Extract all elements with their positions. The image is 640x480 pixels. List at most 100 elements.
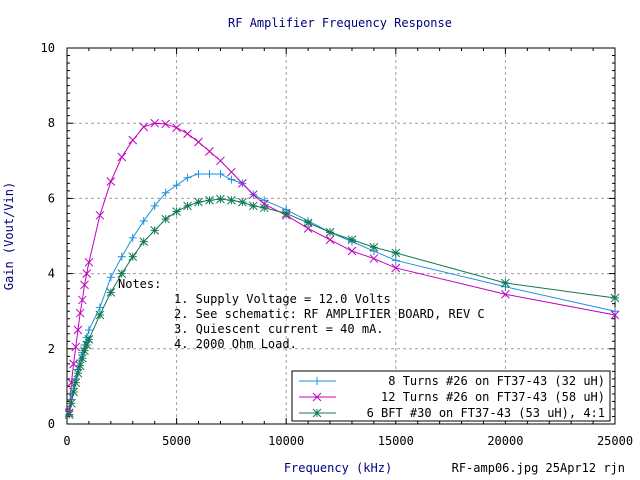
legend: 8 Turns #26 on FT37-43 (32 uH) 12 Turns … — [291, 370, 611, 422]
series-line — [68, 198, 616, 415]
chart-title: RF Amplifier Frequency Response — [228, 16, 452, 30]
data-point — [117, 152, 127, 162]
data-point — [391, 248, 401, 258]
y-axis-label: Gain (Vout/Vin) — [2, 182, 16, 290]
data-point — [238, 179, 247, 188]
data-point — [325, 227, 335, 237]
data-point — [106, 273, 115, 282]
data-point — [183, 201, 192, 211]
data-point — [161, 188, 170, 197]
y-tick-label: 4 — [48, 267, 55, 281]
data-point — [77, 353, 87, 363]
legend-label-3: 6 BFT #30 on FT37-43 (53 uH), 4:1 — [367, 406, 605, 420]
data-point — [80, 280, 89, 290]
data-point — [227, 167, 236, 177]
data-point — [610, 293, 620, 303]
data-point — [369, 242, 379, 252]
note-line-3: 3. Quiescent current = 40 mA. — [174, 322, 384, 336]
x-tick-label: 5000 — [162, 434, 191, 448]
notes-heading: Notes: — [118, 277, 161, 291]
series-3 — [64, 194, 620, 419]
series-2 — [64, 118, 620, 418]
data-point — [139, 216, 148, 225]
data-point — [73, 325, 83, 335]
data-point — [67, 378, 76, 387]
x-tick-label: 20000 — [487, 434, 523, 448]
data-point — [216, 156, 225, 166]
notes-block: Notes: 1. Supply Voltage = 12.0 Volts 2.… — [118, 277, 485, 351]
data-point — [75, 308, 85, 318]
y-tick-labels: 0 2 4 6 8 10 — [41, 41, 55, 431]
data-point — [161, 119, 170, 129]
y-tick-label: 10 — [41, 41, 55, 55]
data-point — [281, 209, 291, 218]
data-point — [205, 169, 214, 178]
x-axis-label: Frequency (kHz) — [284, 461, 392, 475]
data-point — [139, 237, 149, 246]
data-point — [227, 175, 236, 184]
data-point — [84, 257, 94, 267]
data-point — [194, 169, 203, 178]
data-point — [82, 269, 92, 278]
data-point — [64, 410, 74, 419]
data-point — [610, 310, 620, 320]
data-point — [117, 252, 126, 261]
data-point — [84, 335, 94, 344]
legend-swatch-3 — [299, 408, 336, 418]
data-point — [347, 246, 357, 256]
data-point — [369, 254, 379, 263]
data-point — [194, 197, 203, 207]
data-point — [95, 210, 105, 220]
data-point — [216, 169, 225, 178]
data-point — [128, 135, 138, 145]
data-point — [71, 342, 81, 352]
data-point — [325, 235, 335, 245]
y-tick-label: 2 — [48, 342, 55, 356]
data-point — [172, 181, 181, 190]
data-point — [227, 195, 236, 205]
data-point — [117, 269, 127, 278]
data-point — [205, 147, 214, 156]
x-tick-label: 25000 — [597, 434, 633, 448]
legend-label-1: 8 Turns #26 on FT37-43 (32 uH) — [388, 374, 605, 388]
legend-swatch-2 — [299, 392, 336, 402]
note-line-1: 1. Supply Voltage = 12.0 Volts — [174, 292, 391, 306]
data-point — [238, 197, 247, 207]
data-point — [183, 129, 192, 139]
data-point — [150, 201, 159, 210]
data-point — [172, 207, 181, 216]
x-tick-label: 15000 — [378, 434, 414, 448]
data-point — [128, 233, 137, 242]
data-point — [259, 203, 269, 213]
series-line — [68, 173, 616, 411]
data-point — [77, 295, 87, 305]
series-group — [64, 118, 620, 419]
data-point — [84, 326, 93, 334]
data-point — [313, 377, 321, 385]
data-point — [150, 118, 160, 128]
legend-box — [291, 370, 611, 422]
data-point — [183, 173, 192, 182]
footer-credit: RF-amp06.jpg 25Apr12 rjn — [452, 461, 625, 475]
data-point — [75, 361, 85, 371]
y-tick-label: 0 — [48, 417, 55, 431]
data-point — [248, 190, 258, 199]
data-point — [73, 368, 83, 378]
x-tick-labels: 0 5000 10000 15000 20000 25000 — [63, 434, 633, 448]
data-point — [172, 123, 181, 133]
data-point — [501, 278, 510, 288]
data-point — [69, 359, 78, 369]
data-point — [69, 387, 78, 397]
data-point — [260, 196, 269, 205]
data-point — [95, 310, 105, 320]
y-tick-label: 6 — [48, 191, 55, 205]
x-tick-label: 10000 — [268, 434, 304, 448]
data-point — [391, 256, 400, 265]
data-point — [106, 288, 116, 297]
data-point — [248, 201, 258, 211]
y-tick-label: 8 — [48, 116, 55, 130]
note-line-4: 4. 2000 Ohm Load. — [174, 337, 297, 351]
x-tick-label: 0 — [63, 434, 70, 448]
data-point — [150, 226, 160, 235]
